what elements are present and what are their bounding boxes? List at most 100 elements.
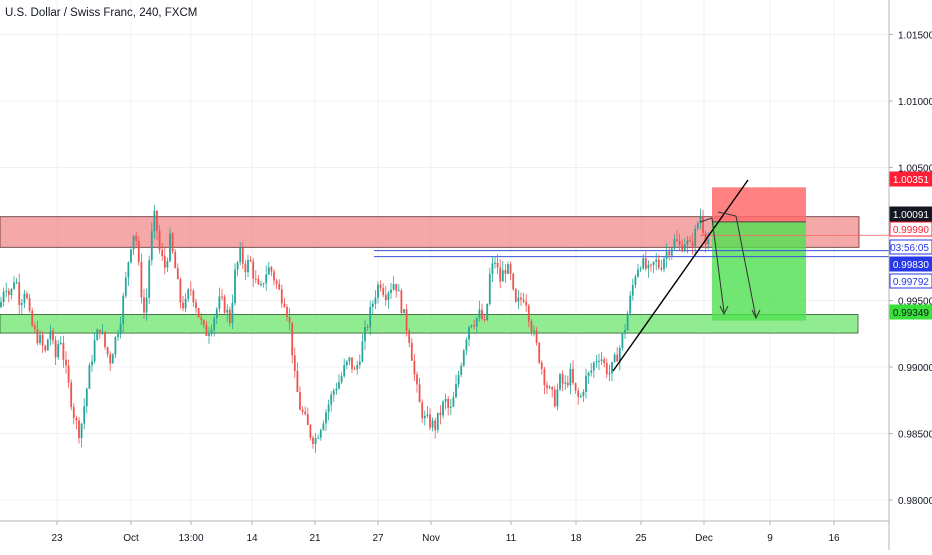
candle-body bbox=[462, 350, 465, 366]
y-tick-label: 0.98500 bbox=[898, 430, 932, 441]
candle-body bbox=[629, 295, 632, 314]
candle-body bbox=[626, 313, 629, 331]
candle-body bbox=[678, 241, 681, 245]
candle-body bbox=[600, 359, 603, 361]
candle-body bbox=[491, 263, 494, 275]
candle-body bbox=[174, 251, 177, 269]
candle-body bbox=[143, 297, 145, 313]
candle-body bbox=[117, 334, 119, 337]
candle-body bbox=[369, 307, 372, 328]
projection-arrow[interactable] bbox=[717, 211, 757, 319]
candle-body bbox=[504, 270, 507, 274]
candle-body bbox=[460, 365, 463, 375]
candle-body bbox=[338, 382, 340, 389]
candle-body bbox=[301, 409, 304, 412]
candle-body bbox=[70, 382, 73, 407]
candle-body bbox=[312, 437, 314, 444]
candle-body bbox=[171, 233, 174, 252]
take-profit-zone[interactable] bbox=[712, 221, 806, 321]
candle-body bbox=[652, 261, 655, 266]
candle-body bbox=[660, 267, 663, 270]
candle-body bbox=[41, 334, 44, 346]
candle-body bbox=[158, 230, 161, 250]
candle-body bbox=[442, 401, 444, 416]
candle-body bbox=[585, 375, 587, 392]
candle-body bbox=[210, 329, 213, 334]
candle-body bbox=[80, 423, 83, 439]
candle-body bbox=[226, 309, 229, 313]
candle-body bbox=[400, 290, 403, 314]
candle-body bbox=[15, 282, 18, 284]
candle-body bbox=[631, 284, 634, 296]
y-tick-label: 0.98000 bbox=[898, 496, 932, 507]
trend-line[interactable] bbox=[612, 179, 749, 372]
candle-body bbox=[249, 259, 252, 262]
candle-body bbox=[244, 263, 247, 273]
candle-body bbox=[46, 339, 49, 351]
candle-body bbox=[330, 394, 333, 405]
candle-body bbox=[475, 317, 478, 327]
candle-body bbox=[98, 329, 101, 334]
arrow-head bbox=[751, 309, 761, 320]
candle-body bbox=[429, 414, 431, 428]
candle-body bbox=[283, 303, 286, 307]
candle-body bbox=[533, 330, 535, 332]
candle-body bbox=[33, 325, 36, 330]
x-tick-label: Dec bbox=[695, 533, 713, 544]
stop-loss-zone[interactable] bbox=[712, 187, 806, 222]
candle-body bbox=[234, 269, 236, 304]
candle-body bbox=[634, 276, 637, 285]
candle-body bbox=[275, 280, 278, 284]
candle-body bbox=[353, 368, 356, 370]
candle-body bbox=[148, 260, 151, 298]
candle-body bbox=[436, 412, 439, 430]
price-label-box bbox=[889, 171, 932, 187]
candle-body bbox=[179, 279, 182, 303]
candle-body bbox=[559, 374, 561, 390]
projection-arrow[interactable] bbox=[699, 217, 725, 313]
candle-body bbox=[691, 241, 694, 247]
candle-body bbox=[296, 370, 299, 393]
price-label: 0.99830 bbox=[893, 260, 930, 271]
candle-body bbox=[122, 295, 125, 324]
candle-body bbox=[127, 262, 130, 278]
candle-body bbox=[31, 310, 34, 326]
candle-body bbox=[18, 282, 21, 306]
candle-body bbox=[642, 258, 645, 269]
candle-body bbox=[665, 251, 668, 259]
candle-body bbox=[546, 385, 548, 388]
price-label: 1.00351 bbox=[893, 175, 930, 186]
candle-body bbox=[530, 321, 533, 332]
candle-body bbox=[132, 235, 135, 250]
candle-body bbox=[366, 326, 369, 328]
candle-body bbox=[704, 232, 707, 245]
candle-body bbox=[655, 259, 658, 262]
candle-body bbox=[707, 239, 710, 245]
candle-body bbox=[223, 296, 226, 313]
candle-body bbox=[486, 303, 489, 321]
candle-body bbox=[286, 306, 288, 318]
price-label-box bbox=[889, 256, 932, 272]
candle-body bbox=[267, 267, 270, 275]
candle-body bbox=[192, 290, 195, 303]
x-tick-label: 18 bbox=[570, 533, 582, 544]
candle-body bbox=[468, 326, 470, 340]
candle-body bbox=[161, 249, 164, 257]
candle-body bbox=[104, 331, 106, 348]
price-label-box bbox=[889, 273, 932, 289]
candle-body bbox=[254, 278, 257, 280]
candle-body bbox=[213, 318, 216, 330]
candle-body bbox=[101, 331, 104, 334]
candle-body bbox=[218, 296, 221, 310]
x-tick-label: Oct bbox=[123, 533, 139, 544]
candle-body bbox=[444, 398, 447, 402]
candle-body bbox=[431, 420, 434, 428]
candle-body bbox=[449, 406, 452, 408]
candle-body bbox=[20, 302, 23, 306]
candle-body bbox=[340, 376, 343, 383]
candle-body bbox=[72, 406, 75, 418]
x-tick-label: 21 bbox=[309, 533, 321, 544]
candle-body bbox=[538, 342, 541, 363]
